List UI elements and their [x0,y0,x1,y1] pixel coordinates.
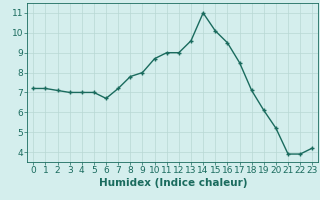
X-axis label: Humidex (Indice chaleur): Humidex (Indice chaleur) [99,178,247,188]
